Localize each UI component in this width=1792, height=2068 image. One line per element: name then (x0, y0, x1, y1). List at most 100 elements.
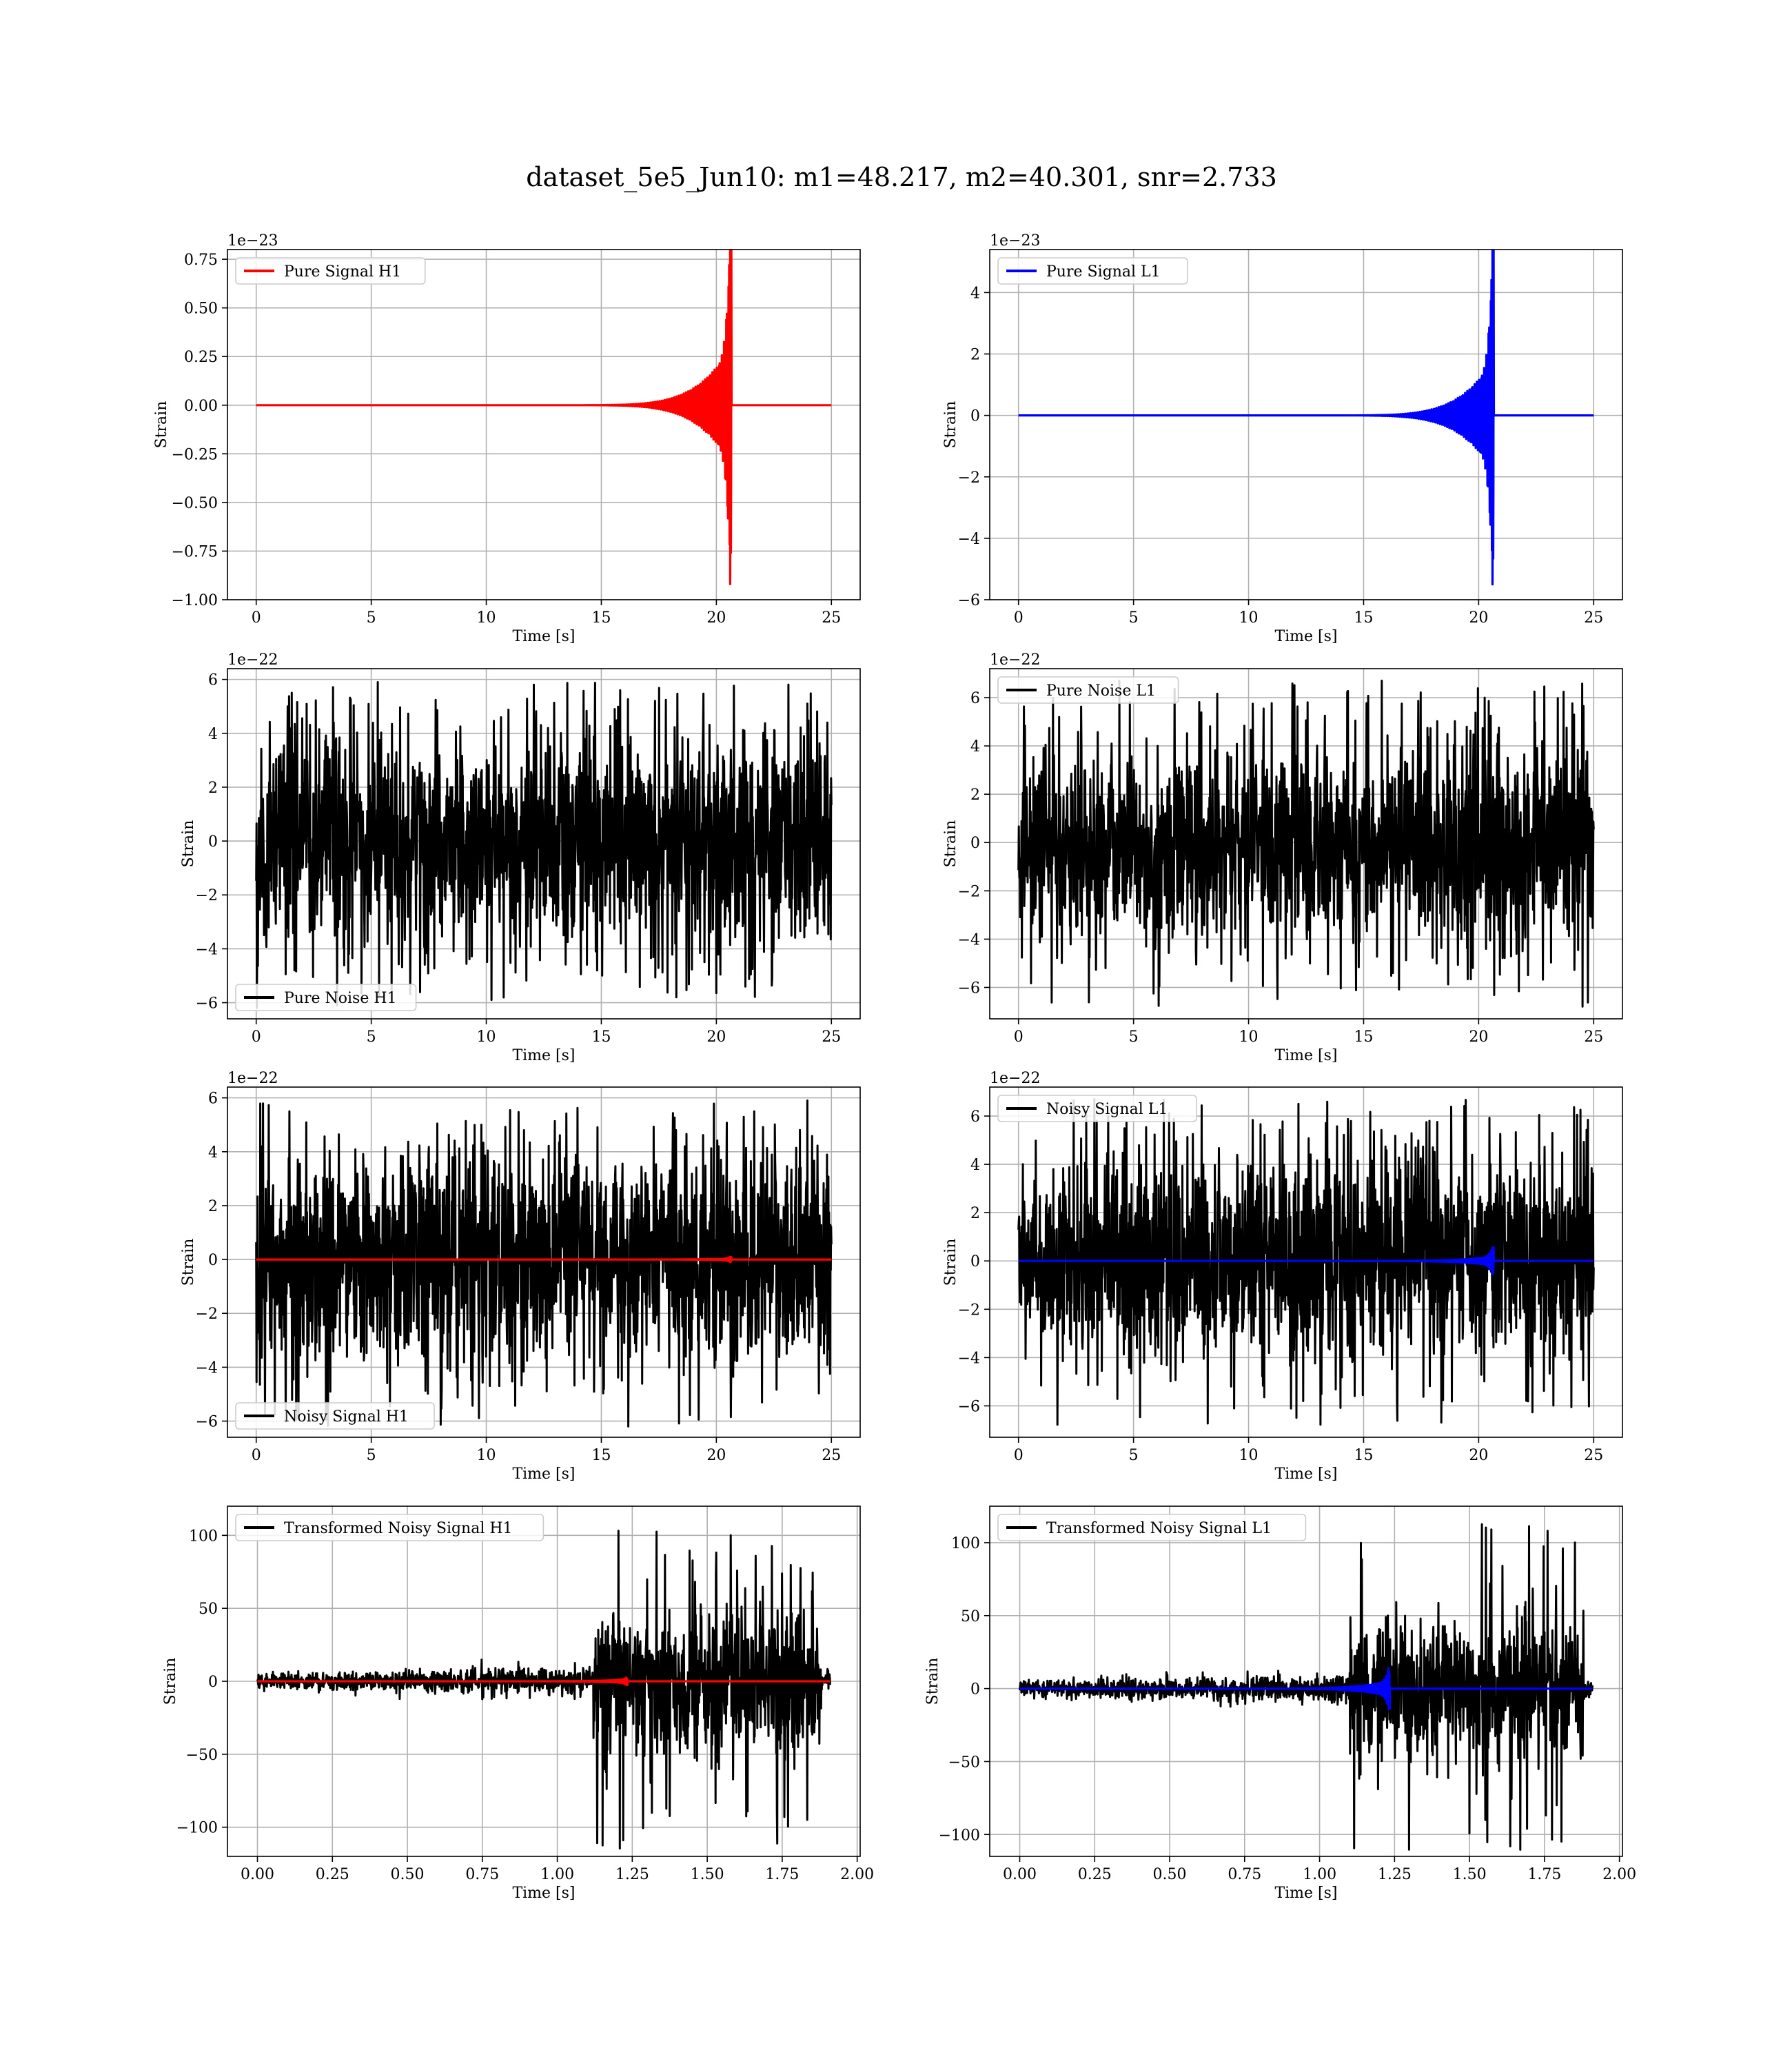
y-offset-text: 1e−23 (990, 232, 1040, 250)
y-tick-label: 0 (970, 1681, 980, 1699)
subplots-grid: 0 5 10 15 20 25−1.00−0.75−0.50−0.250.000.250.… (153, 232, 1636, 1902)
x-tick-label: 0 (1014, 609, 1024, 627)
x-tick-label: 5 (367, 1028, 376, 1046)
legend-label: Pure Signal H1 (284, 263, 401, 281)
legend-box (997, 676, 1179, 704)
x-tick-label: 0.00 (241, 1866, 274, 1883)
y-tick-label: −0.25 (172, 446, 218, 463)
y-tick-label: −2 (958, 1301, 980, 1319)
plot-area (1017, 680, 1595, 1008)
x-axis-label: Time [s] (512, 1885, 575, 1902)
subplot-transformed-noisy-signal-l1: 0.00 0.25 0.50 0.75 1.00 1.25 1.50 1.75 2.00 −100… (924, 1506, 1636, 1902)
x-tick-label: 15 (591, 609, 611, 627)
y-tick-label: 100 (189, 1528, 218, 1545)
x-tick-label: 25 (1584, 1447, 1603, 1464)
legend: Pure Noise L1 (997, 676, 1179, 704)
legend-box (235, 1514, 544, 1541)
y-tick-label: −100 (939, 1827, 980, 1844)
legend-box (235, 984, 417, 1011)
y-tick-label: 0 (208, 1674, 218, 1691)
x-tick-label: 25 (1584, 1028, 1603, 1046)
x-tick-label: 15 (1354, 1447, 1373, 1464)
x-tick-label: 0.25 (1078, 1866, 1112, 1883)
y-offset-text: 1e−22 (990, 1070, 1040, 1087)
subplot-transformed-noisy-signal-h1: 0.00 0.25 0.50 0.75 1.00 1.25 1.50 1.75 2.00 −100… (162, 1506, 874, 1902)
y-tick-label: −4 (958, 1350, 980, 1367)
y-axis-label: Strain (180, 1239, 197, 1286)
legend: Transformed Noisy Signal L1 (997, 1514, 1307, 1541)
x-tick-label: 1.25 (1378, 1866, 1412, 1883)
axes-frame (227, 1086, 861, 1438)
y-tick-label: 2 (970, 1205, 980, 1222)
axes-frame (227, 668, 861, 1020)
x-axis-label: Time [s] (1274, 1885, 1337, 1902)
x-tick-label: 20 (706, 609, 726, 627)
series-line-pure-noise-h1 (255, 681, 833, 1009)
y-tick-label: −4 (196, 1359, 218, 1377)
y-tick-label: −6 (196, 995, 218, 1013)
y-tick-label: 0 (970, 835, 980, 852)
y-offset-text: 1e−22 (227, 1070, 278, 1087)
y-tick-label: −6 (196, 1414, 218, 1431)
y-tick-label: 50 (198, 1601, 218, 1618)
x-axis-label: Time [s] (512, 628, 575, 645)
x-tick-label: 0.75 (465, 1866, 499, 1883)
axes-frame (989, 1086, 1623, 1438)
x-tick-label: 20 (1469, 609, 1488, 627)
x-tick-label: 5 (367, 609, 376, 627)
x-axis-label: Time [s] (512, 1047, 575, 1064)
x-axis-label: Time [s] (1274, 1047, 1337, 1064)
y-axis-label: Strain (153, 401, 170, 449)
y-tick-label: −4 (196, 941, 218, 958)
x-tick-label: 5 (367, 1447, 376, 1464)
x-tick-label: 5 (1129, 1028, 1139, 1046)
x-tick-label: 0.50 (391, 1866, 425, 1883)
legend: Noisy Signal H1 (235, 1402, 435, 1430)
y-offset-text: 1e−22 (227, 651, 278, 669)
y-tick-label: 0 (970, 1253, 980, 1270)
y-axis-label: Strain (942, 401, 959, 449)
legend-label: Transformed Noisy Signal H1 (284, 1520, 513, 1537)
y-tick-label: 0 (970, 408, 980, 425)
x-tick-label: 5 (1129, 1447, 1139, 1464)
plot-area (1017, 1098, 1595, 1426)
x-tick-label: 25 (822, 1028, 841, 1046)
legend: Pure Signal H1 (235, 257, 426, 285)
legend-label: Noisy Signal H1 (284, 1408, 409, 1426)
x-tick-label: 1.00 (540, 1866, 574, 1883)
series-line-pure-noise-l1 (1017, 680, 1595, 1008)
plot-area (255, 681, 833, 1009)
y-tick-label: 4 (970, 285, 980, 302)
legend-box (997, 1514, 1307, 1541)
y-tick-label: 4 (970, 1157, 980, 1174)
x-tick-label: 0.25 (316, 1866, 349, 1883)
legend: Noisy Signal L1 (997, 1095, 1197, 1122)
y-axis-label: Strain (180, 820, 197, 868)
x-tick-label: 15 (591, 1028, 611, 1046)
legend-label: Transformed Noisy Signal L1 (1046, 1520, 1272, 1537)
y-tick-label: 4 (970, 738, 980, 756)
x-tick-label: 1.25 (615, 1866, 649, 1883)
x-tick-label: 10 (477, 1447, 496, 1464)
x-tick-label: 2.00 (1602, 1866, 1636, 1883)
y-tick-label: 6 (970, 1108, 980, 1126)
figure-title: dataset_5e5_Jun10: m1=48.217, m2=40.301,… (526, 162, 1277, 193)
y-tick-label: −0.50 (172, 495, 218, 512)
x-tick-label: 1.50 (691, 1866, 724, 1883)
x-axis-label: Time [s] (1274, 1466, 1337, 1483)
y-axis-label: Strain (942, 1239, 959, 1286)
x-tick-label: 0 (252, 1028, 261, 1046)
legend-box (997, 1095, 1197, 1122)
y-tick-label: −4 (958, 931, 980, 949)
y-tick-label: 2 (208, 780, 218, 797)
x-tick-label: 10 (1239, 609, 1259, 627)
x-tick-label: 1.75 (765, 1866, 799, 1883)
legend: Transformed Noisy Signal H1 (235, 1514, 544, 1541)
y-tick-label: 2 (970, 787, 980, 804)
y-axis-label: Strain (942, 820, 959, 868)
subplot-noisy-signal-l1: 0 5 10 15 20 25 −6 −4 −2 0 2 4 6 Time [s] Strain 1e−22 N… (942, 1070, 1623, 1483)
y-tick-label: 4 (208, 1144, 218, 1162)
legend-label: Pure Noise L1 (1046, 682, 1156, 700)
subplot-noisy-signal-h1: 0 5 10 15 20 25 −6 −4 −2 0 2 4 6 Time [s] Strain 1e−22 N… (180, 1070, 861, 1483)
